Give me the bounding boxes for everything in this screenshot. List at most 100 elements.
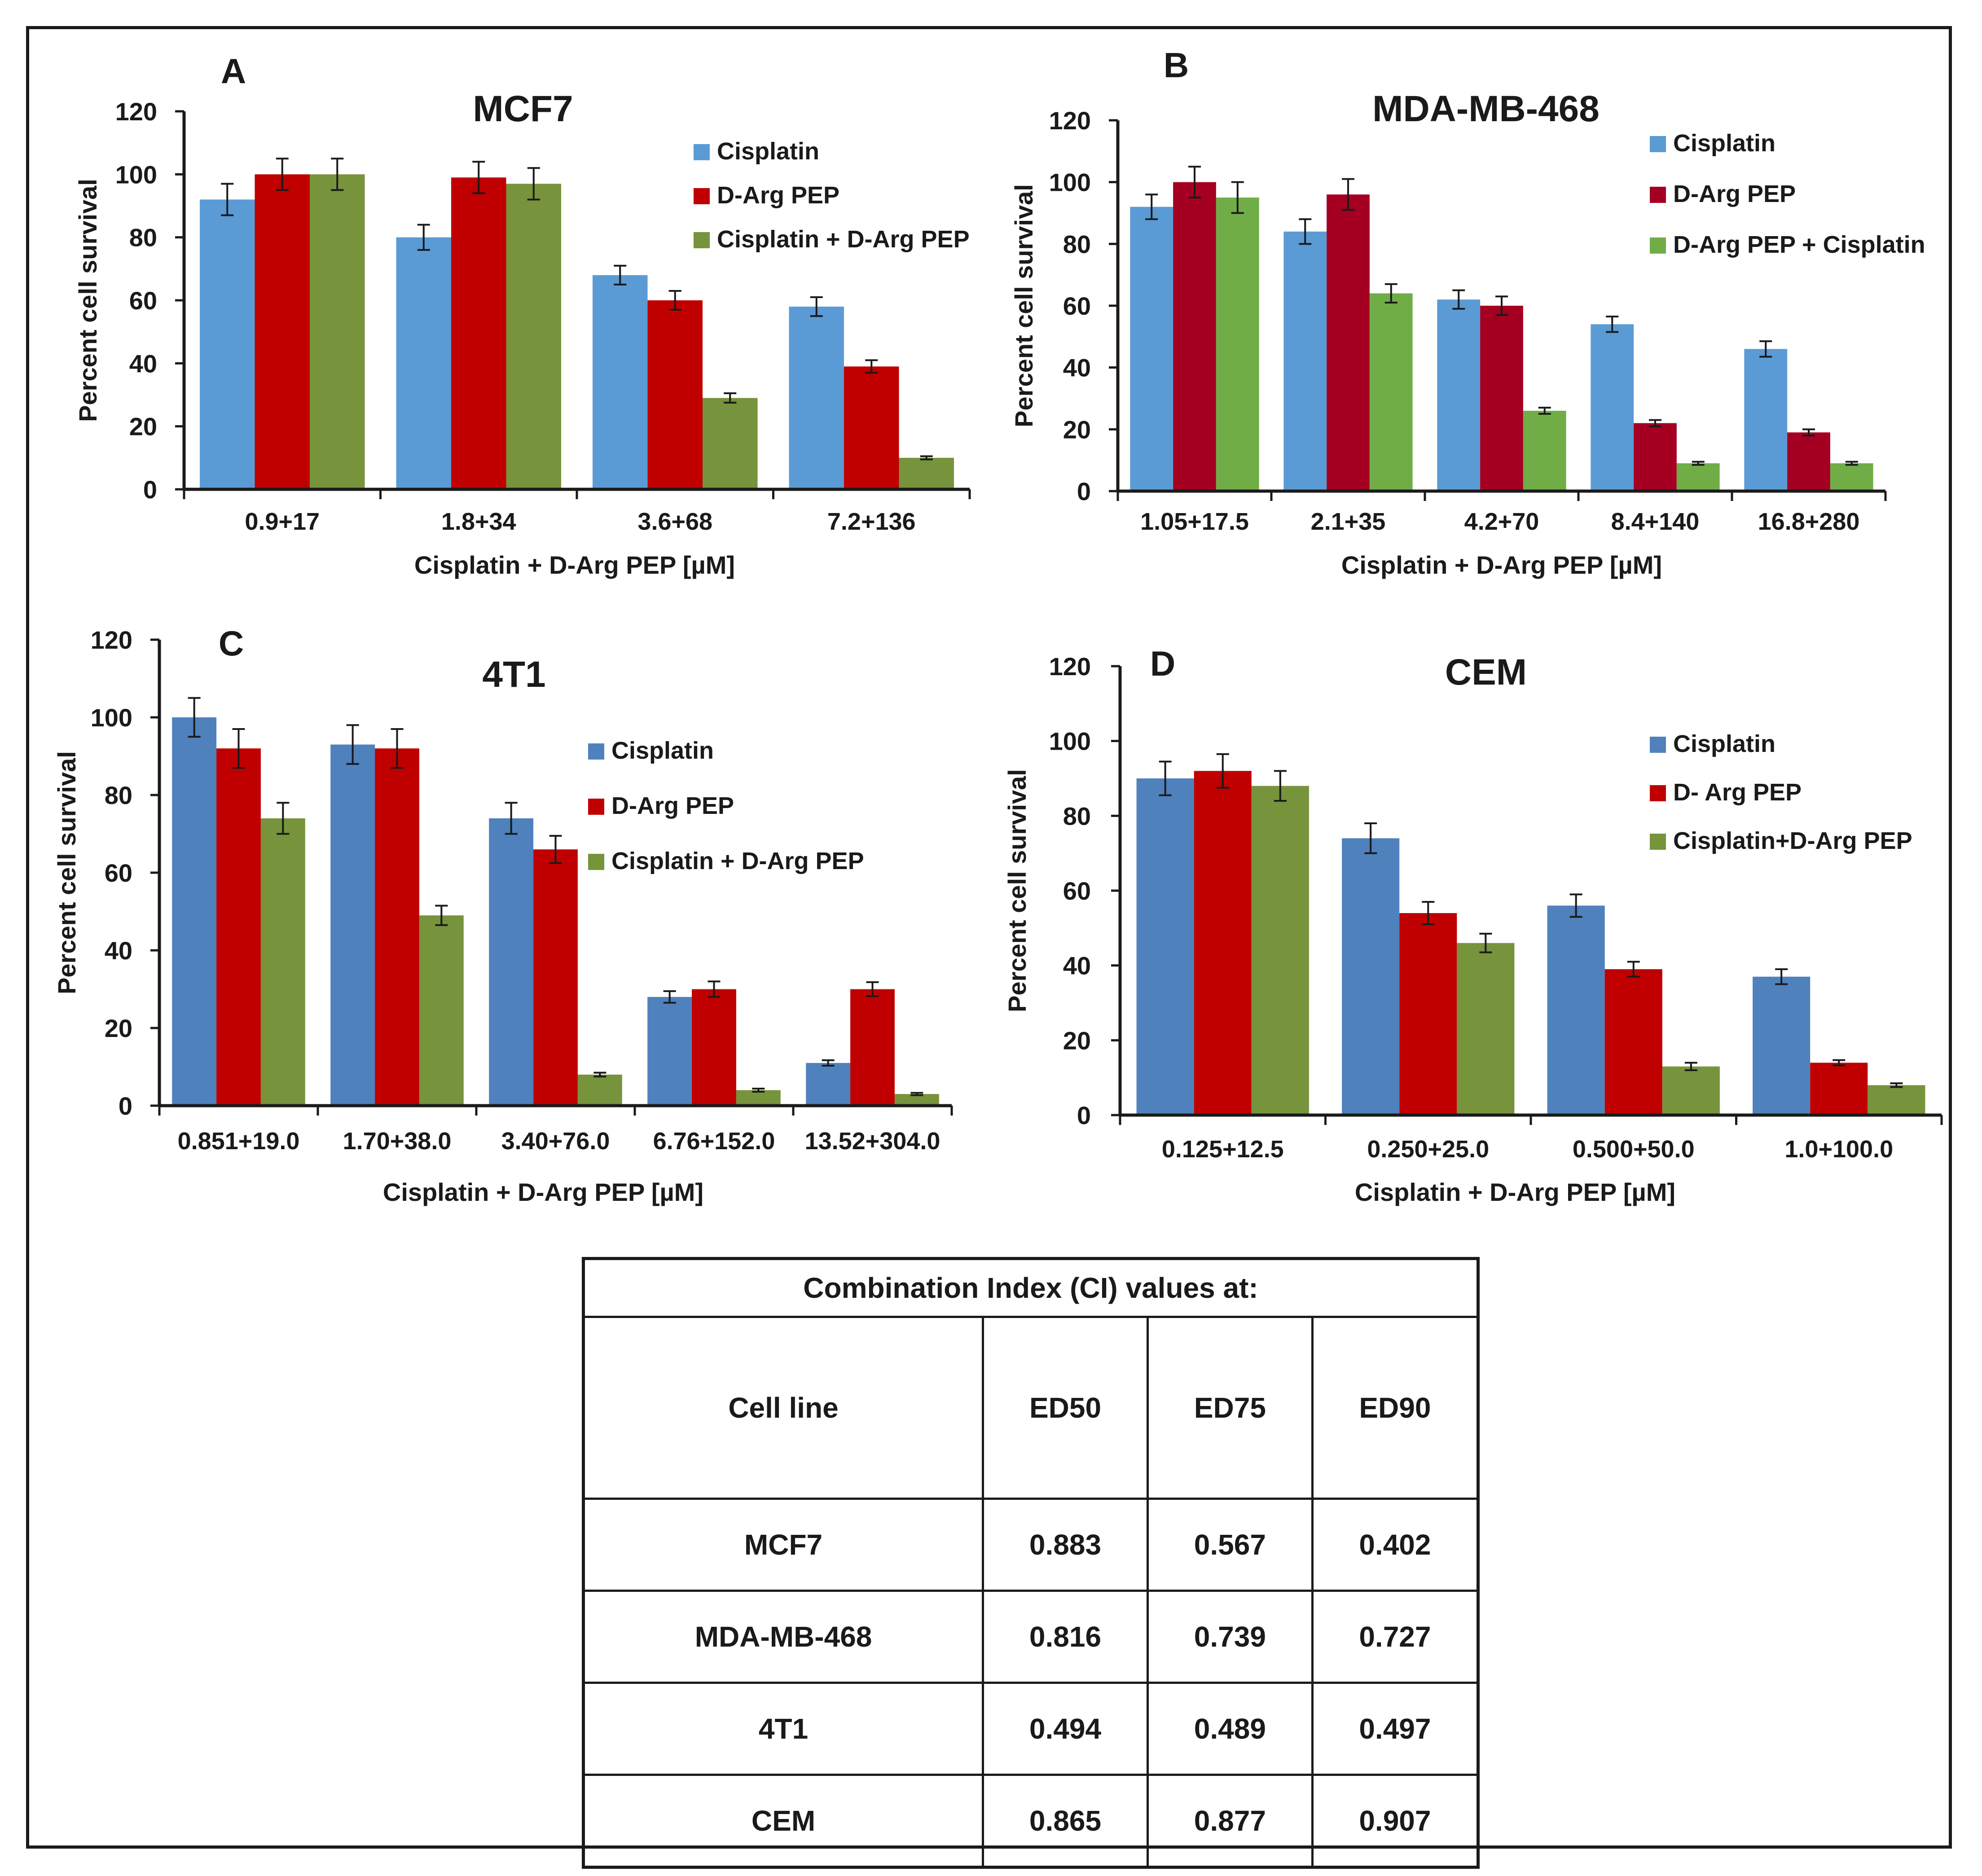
y-axis-title: Percent cell survival bbox=[1003, 769, 1031, 1012]
x-tick-label: 13.52+304.0 bbox=[805, 1128, 940, 1155]
ci-ed50-value: 0.494 bbox=[982, 1682, 1149, 1776]
bar bbox=[647, 997, 692, 1106]
x-tick-label: 1.70+38.0 bbox=[343, 1128, 452, 1155]
x-tick-label: 6.76+152.0 bbox=[653, 1128, 775, 1155]
y-axis-title: Percent cell survival bbox=[1010, 184, 1038, 427]
x-tick-label: 3.40+76.0 bbox=[501, 1128, 610, 1155]
legend-swatch bbox=[588, 854, 604, 870]
header-ed75: ED75 bbox=[1146, 1316, 1314, 1500]
legend-swatch bbox=[1650, 737, 1666, 753]
bar bbox=[1787, 432, 1830, 491]
x-tick-label: 8.4+140 bbox=[1611, 508, 1700, 535]
bar bbox=[396, 237, 451, 489]
legend-swatch bbox=[694, 188, 710, 204]
panel-letter: B bbox=[1164, 45, 1189, 85]
y-tick-label: 120 bbox=[1049, 106, 1091, 135]
bar bbox=[1868, 1085, 1925, 1115]
bar bbox=[200, 199, 255, 489]
bar bbox=[489, 818, 534, 1106]
x-tick-label: 1.05+17.5 bbox=[1140, 508, 1249, 535]
panel-letter: A bbox=[221, 51, 246, 91]
bar bbox=[1216, 198, 1259, 491]
bar bbox=[1327, 194, 1370, 491]
legend-label: D-Arg PEP bbox=[611, 792, 734, 819]
panel-a-chart: A MCF7 0 20 40 60 80 100 120 0.9+17 1.8+34 3.6+68 7.… bbox=[74, 51, 971, 579]
bar bbox=[899, 457, 954, 489]
table-row-mda-mb-468: MDA-MB-468 0.816 0.739 0.727 bbox=[582, 1590, 1480, 1684]
bar bbox=[172, 717, 217, 1106]
y-tick-label: 120 bbox=[115, 97, 157, 126]
y-tick-label: 80 bbox=[1063, 230, 1091, 258]
cell-line-name: MCF7 bbox=[582, 1498, 984, 1592]
ci-ed90-value: 0.727 bbox=[1311, 1590, 1480, 1684]
y-tick-label: 40 bbox=[1063, 354, 1091, 382]
bar bbox=[1369, 293, 1413, 491]
x-axis-title: Cisplatin + D-Arg PEP [µM] bbox=[383, 1178, 703, 1206]
y-tick-label: 20 bbox=[105, 1014, 132, 1042]
bar bbox=[533, 849, 578, 1106]
bar bbox=[1753, 976, 1811, 1115]
bar bbox=[255, 174, 310, 489]
y-tick-label: 20 bbox=[1063, 1026, 1091, 1054]
y-tick-label: 100 bbox=[115, 160, 157, 189]
x-tick-label: 0.851+19.0 bbox=[178, 1128, 300, 1155]
y-axis-title: Percent cell survival bbox=[53, 751, 81, 994]
legend-swatch bbox=[694, 144, 710, 160]
x-tick-label: 0.500+50.0 bbox=[1573, 1136, 1695, 1163]
panel-b-chart: B MDA-MB-468 0 20 40 60 80 100 120 1.05+17.5 2.1+3… bbox=[1010, 45, 1925, 579]
y-tick-label: 40 bbox=[129, 349, 157, 378]
y-tick-label: 120 bbox=[91, 626, 132, 654]
x-tick-label: 4.2+70 bbox=[1464, 508, 1539, 535]
y-tick-label: 0 bbox=[143, 475, 157, 504]
legend-label: Cisplatin bbox=[1673, 130, 1775, 157]
x-tick-label: 16.8+280 bbox=[1758, 508, 1860, 535]
ci-ed75-value: 0.877 bbox=[1146, 1774, 1314, 1868]
y-axis-title: Percent cell survival bbox=[74, 179, 102, 422]
bar bbox=[577, 1074, 622, 1106]
bar bbox=[330, 744, 375, 1106]
legend-label: Cisplatin+D-Arg PEP bbox=[1673, 827, 1912, 854]
y-tick-label: 80 bbox=[105, 781, 132, 809]
table-row-mcf7: MCF7 0.883 0.567 0.402 bbox=[582, 1498, 1480, 1592]
x-tick-label: 3.6+68 bbox=[637, 508, 712, 535]
panel-c-chart: C 4T1 0 20 40 60 80 100 120 0.851+19.0 1.70+38.0 3.… bbox=[53, 624, 953, 1206]
bar bbox=[1634, 423, 1677, 491]
legend-label: D-Arg PEP bbox=[1673, 180, 1796, 207]
chart-title: 4T1 bbox=[482, 654, 545, 695]
y-tick-label: 40 bbox=[1063, 952, 1091, 980]
bar bbox=[1342, 838, 1400, 1115]
y-tick-label: 100 bbox=[91, 703, 132, 732]
x-tick-label: 2.1+35 bbox=[1311, 508, 1386, 535]
bar bbox=[1437, 299, 1481, 491]
y-tick-label: 100 bbox=[1049, 727, 1091, 756]
table-header-row: Cell line ED50 ED75 ED90 bbox=[582, 1316, 1480, 1500]
cell-line-name: 4T1 bbox=[582, 1682, 984, 1776]
legend-swatch bbox=[1650, 785, 1666, 801]
bar bbox=[1547, 905, 1605, 1115]
bar bbox=[1662, 1066, 1720, 1115]
bar bbox=[736, 1090, 781, 1106]
bar bbox=[1830, 463, 1873, 491]
y-tick-label: 80 bbox=[1063, 802, 1091, 830]
legend-label: D-Arg PEP + Cisplatin bbox=[1673, 231, 1925, 258]
bar bbox=[1810, 1063, 1868, 1115]
ci-ed75-value: 0.567 bbox=[1146, 1498, 1314, 1592]
x-tick-label: 7.2+136 bbox=[827, 508, 916, 535]
cell-line-name: MDA-MB-468 bbox=[582, 1590, 984, 1684]
ci-ed75-value: 0.489 bbox=[1146, 1682, 1314, 1776]
table-title-row: Combination Index (CI) values at: bbox=[582, 1257, 1479, 1318]
x-tick-label: 0.250+25.0 bbox=[1367, 1136, 1489, 1163]
ci-ed90-value: 0.497 bbox=[1311, 1682, 1480, 1776]
header-ed90: ED90 bbox=[1311, 1316, 1480, 1500]
header-ed50: ED50 bbox=[982, 1316, 1149, 1500]
x-tick-label: 0.9+17 bbox=[245, 508, 320, 535]
x-tick-label: 1.8+34 bbox=[441, 508, 516, 535]
y-tick-label: 80 bbox=[129, 224, 157, 252]
header-cell-line: Cell line bbox=[582, 1316, 984, 1500]
bar bbox=[1676, 463, 1720, 491]
legend-label: Cisplatin bbox=[1673, 730, 1775, 757]
legend-label: Cisplatin bbox=[611, 737, 714, 764]
legend-swatch bbox=[1650, 187, 1666, 203]
legend-label: Cisplatin bbox=[717, 138, 819, 165]
panel-letter: C bbox=[219, 624, 244, 663]
